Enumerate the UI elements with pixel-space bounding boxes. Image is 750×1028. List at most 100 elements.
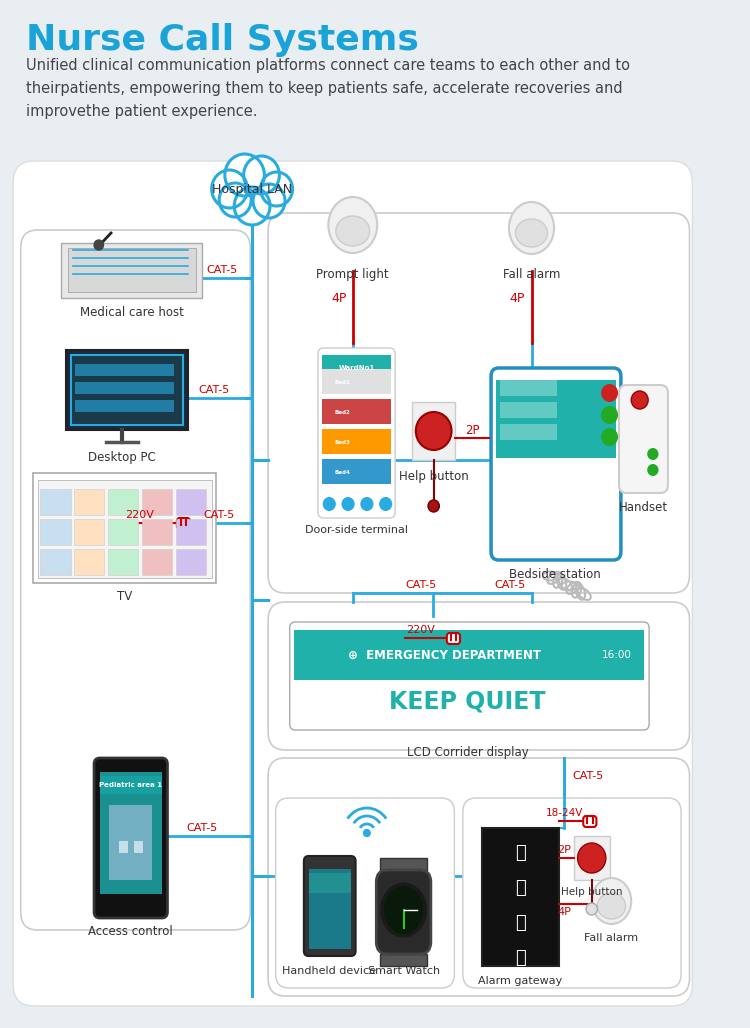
Ellipse shape <box>380 882 427 938</box>
FancyBboxPatch shape <box>447 633 460 644</box>
Text: Desktop PC: Desktop PC <box>88 451 156 464</box>
Circle shape <box>602 406 618 424</box>
Text: Nurse Call Systems: Nurse Call Systems <box>26 23 419 57</box>
Bar <box>40 519 70 545</box>
Circle shape <box>647 464 658 476</box>
Circle shape <box>234 187 270 225</box>
Text: 220V: 220V <box>406 625 435 635</box>
Text: WardNo1: WardNo1 <box>338 365 375 371</box>
Circle shape <box>647 448 658 460</box>
Text: ⊕  EMERGENCY DEPARTMENT: ⊕ EMERGENCY DEPARTMENT <box>348 649 541 661</box>
Circle shape <box>416 412 452 450</box>
FancyBboxPatch shape <box>463 798 681 988</box>
FancyBboxPatch shape <box>491 368 621 560</box>
FancyBboxPatch shape <box>268 758 689 996</box>
FancyBboxPatch shape <box>13 161 692 1006</box>
Bar <box>142 519 172 545</box>
Text: 4P: 4P <box>557 907 572 917</box>
Ellipse shape <box>592 878 632 924</box>
FancyBboxPatch shape <box>318 348 395 518</box>
Bar <box>74 519 104 545</box>
Bar <box>295 630 644 680</box>
Text: 4P: 4P <box>331 292 346 304</box>
Text: CAT-5: CAT-5 <box>406 580 437 590</box>
Circle shape <box>602 428 618 446</box>
Bar <box>70 355 184 425</box>
Bar <box>100 776 162 794</box>
Ellipse shape <box>597 893 626 919</box>
Text: Prompt light: Prompt light <box>316 268 389 281</box>
FancyBboxPatch shape <box>584 816 596 827</box>
Text: 220V: 220V <box>124 510 154 520</box>
Bar <box>40 549 70 575</box>
Ellipse shape <box>509 201 554 254</box>
Text: Bedside station: Bedside station <box>509 568 601 581</box>
Bar <box>134 841 143 853</box>
Text: 4P: 4P <box>510 292 525 304</box>
Bar <box>308 869 351 949</box>
Text: KEEP QUIET: KEEP QUIET <box>389 689 546 713</box>
Text: Alarm gateway: Alarm gateway <box>478 976 562 986</box>
Circle shape <box>219 183 251 217</box>
Bar <box>308 873 351 893</box>
Bar <box>62 243 202 298</box>
Bar <box>380 858 427 870</box>
Circle shape <box>602 384 618 402</box>
Bar <box>142 489 172 515</box>
Circle shape <box>578 843 606 873</box>
Bar <box>322 429 392 454</box>
Circle shape <box>360 497 374 511</box>
Bar <box>322 355 392 381</box>
Text: Unified clinical communication platforms connect care teams to each other and to: Unified clinical communication platforms… <box>26 58 630 118</box>
Circle shape <box>322 497 336 511</box>
Ellipse shape <box>515 219 548 247</box>
Bar <box>214 181 290 207</box>
FancyBboxPatch shape <box>619 386 668 493</box>
FancyBboxPatch shape <box>376 870 430 954</box>
Bar <box>110 805 152 880</box>
Bar <box>176 549 206 575</box>
FancyBboxPatch shape <box>290 622 649 730</box>
Bar <box>75 364 174 376</box>
Text: Medical care host: Medical care host <box>80 306 184 319</box>
Text: Handset: Handset <box>619 501 668 514</box>
Bar <box>380 954 427 966</box>
Text: Fall alarm: Fall alarm <box>584 933 638 943</box>
Bar <box>108 549 138 575</box>
Circle shape <box>586 903 597 915</box>
Bar <box>574 836 610 880</box>
Text: CAT-5: CAT-5 <box>494 580 526 590</box>
Text: TV: TV <box>116 590 132 603</box>
Bar <box>496 380 616 458</box>
Bar <box>74 549 104 575</box>
FancyBboxPatch shape <box>177 518 190 529</box>
FancyBboxPatch shape <box>268 213 689 593</box>
Bar <box>108 489 138 515</box>
Ellipse shape <box>328 197 377 253</box>
Text: 网: 网 <box>514 914 526 932</box>
Bar <box>40 489 70 515</box>
Bar <box>75 400 174 412</box>
Bar <box>500 380 557 396</box>
Bar <box>100 772 162 894</box>
Text: 2P: 2P <box>465 424 479 437</box>
Text: 18-24V: 18-24V <box>546 808 584 818</box>
Circle shape <box>364 830 370 837</box>
Circle shape <box>225 154 264 196</box>
Bar <box>66 350 188 430</box>
FancyBboxPatch shape <box>94 758 167 918</box>
Text: Bed1: Bed1 <box>335 379 351 384</box>
Text: Bed4: Bed4 <box>335 470 351 475</box>
Circle shape <box>253 184 285 218</box>
Text: Help button: Help button <box>561 887 622 897</box>
Bar <box>38 480 212 578</box>
Text: Pediatric area 1: Pediatric area 1 <box>99 782 162 788</box>
Text: Bed2: Bed2 <box>335 409 351 414</box>
Bar <box>74 489 104 515</box>
Circle shape <box>244 156 280 194</box>
Ellipse shape <box>384 886 423 934</box>
Bar <box>322 369 392 394</box>
Text: Fall alarm: Fall alarm <box>503 268 560 281</box>
Circle shape <box>260 172 292 206</box>
Text: Smart Watch: Smart Watch <box>368 966 440 976</box>
